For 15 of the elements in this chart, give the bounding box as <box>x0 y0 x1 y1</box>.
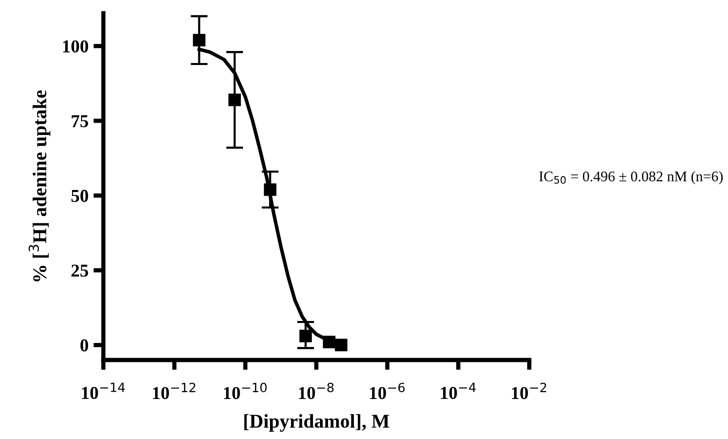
y-tick-label: 75 <box>72 115 88 128</box>
x-tick-label: 10$^{−4}$ <box>441 382 476 400</box>
x-tick-label: 10$^{−12}$ <box>153 382 196 400</box>
text: IC$_{50}$ = 0.496 ± 0.082 nM (n=6) <box>539 171 723 184</box>
x-tick-label: 10$^{−6}$ <box>370 382 405 400</box>
x-tick-label: 10$^{−10}$ <box>224 382 267 400</box>
x-tick-label: 10$^{−14}$ <box>82 382 125 400</box>
y-tick-label: 25 <box>71 264 88 277</box>
x-tick-label: 10$^{−2}$ <box>512 382 546 400</box>
y-tick-label: 100 <box>63 40 88 52</box>
x-axis-title: [Dipyridamol], M <box>244 414 390 432</box>
x-tick-label: 10$^{−8}$ <box>299 382 334 400</box>
y-tick-label: 0 <box>80 339 88 352</box>
y-axis-title: % [$^{3}$H] adenine uptake <box>28 90 50 282</box>
y-tick-label: 50 <box>71 190 88 202</box>
